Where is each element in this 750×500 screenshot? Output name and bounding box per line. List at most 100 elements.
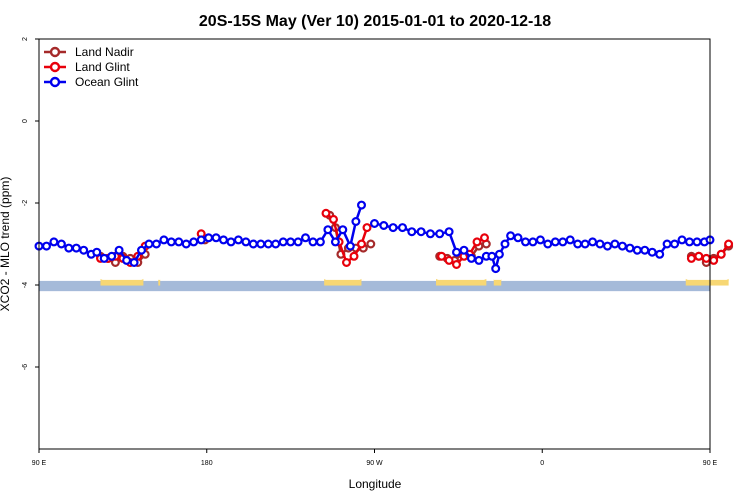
chart-title: 20S-15S May (Ver 10) 2015-01-01 to 2020-… (199, 13, 551, 30)
data-point (588, 237, 598, 247)
data-point (520, 237, 530, 247)
data-point (99, 253, 109, 263)
y-tick-label: 0 (22, 119, 29, 123)
data-point (181, 239, 191, 249)
land-patch (100, 279, 144, 286)
x-axis-label: Longitude (349, 477, 402, 491)
data-point (241, 237, 251, 247)
data-point (506, 231, 516, 241)
x-tick-label: 180 (201, 460, 213, 467)
data-point (166, 237, 176, 247)
data-point (558, 237, 568, 247)
data-point (398, 223, 408, 233)
data-point (535, 235, 545, 245)
land-patch (493, 279, 502, 286)
data-point (114, 245, 124, 255)
data-point (79, 245, 89, 255)
series-layer (34, 200, 734, 274)
data-point (226, 237, 236, 247)
data-point (204, 233, 214, 243)
data-point (694, 251, 704, 261)
data-point (308, 237, 318, 247)
data-point (144, 239, 154, 249)
land-patch (685, 279, 729, 286)
x-axis: 90 E 180 90 W 0 90 E (32, 449, 718, 467)
x-tick-label: 0 (540, 460, 544, 467)
land-patch (158, 279, 161, 286)
land-patch (436, 279, 487, 286)
y-axis-label: XCO2 - MLO trend (ppm) (0, 177, 12, 312)
data-point (444, 227, 454, 237)
data-point (189, 237, 199, 247)
data-point (219, 235, 229, 245)
series-ocean-glint (34, 200, 715, 274)
data-point (345, 241, 355, 251)
y-tick-label: -6 (22, 364, 29, 370)
legend-marker (49, 46, 61, 58)
data-point (655, 249, 665, 259)
data-point (416, 227, 426, 237)
data-point (684, 237, 694, 247)
data-point (151, 239, 161, 249)
data-point (692, 237, 702, 247)
data-point (64, 243, 74, 253)
data-point (716, 249, 726, 259)
data-point (565, 235, 575, 245)
y-tick-label: 2 (22, 37, 29, 41)
data-point (321, 208, 331, 218)
data-point (466, 253, 476, 263)
data-point (357, 239, 367, 249)
data-point (640, 245, 650, 255)
data-point (724, 239, 734, 249)
data-point (49, 237, 59, 247)
legend-item: Ocean Glint (44, 75, 139, 89)
data-point (329, 214, 339, 224)
data-point (357, 200, 367, 210)
data-point (435, 229, 445, 239)
data-point (159, 235, 169, 245)
data-point (617, 241, 627, 251)
legend-marker (49, 76, 61, 88)
data-point (342, 258, 352, 268)
y-tick-label: -2 (22, 200, 29, 206)
data-point (366, 239, 376, 249)
data-point (662, 239, 672, 249)
data-point (550, 237, 560, 247)
data-point (487, 251, 497, 261)
data-point (293, 237, 303, 247)
data-point (349, 251, 359, 261)
data-point (248, 239, 258, 249)
data-point (686, 253, 696, 263)
data-point (444, 255, 454, 265)
data-point (301, 233, 311, 243)
data-point (129, 258, 139, 268)
data-point (174, 237, 184, 247)
data-point (491, 264, 501, 274)
x-tick-label: 90 E (32, 460, 47, 467)
data-point (480, 233, 490, 243)
legend-item: Land Nadir (44, 45, 134, 59)
data-point (610, 239, 620, 249)
legend-label: Land Glint (75, 60, 130, 74)
y-axis: 2 0 -2 -4 -6 (22, 37, 39, 370)
legend-label: Land Nadir (75, 45, 134, 59)
data-point (271, 239, 281, 249)
data-point (437, 251, 447, 261)
data-point (370, 219, 380, 229)
data-point (670, 239, 680, 249)
data-point (709, 255, 719, 265)
data-point (41, 241, 51, 251)
ocean-band (39, 280, 710, 292)
data-point (278, 237, 288, 247)
data-point (233, 235, 243, 245)
legend-label: Ocean Glint (75, 75, 139, 89)
data-point (472, 237, 482, 247)
x-tick-label: 90 W (366, 460, 383, 467)
data-point (71, 243, 81, 253)
data-point (580, 239, 590, 249)
data-point (137, 245, 147, 255)
x-tick-label: 90 E (703, 460, 718, 467)
legend-item: Land Glint (44, 60, 130, 74)
